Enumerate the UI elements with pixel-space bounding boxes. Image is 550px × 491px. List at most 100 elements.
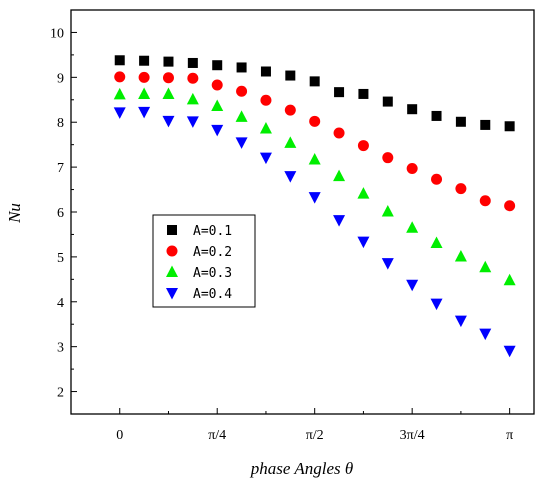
data-point (406, 162, 418, 174)
data-point (235, 110, 248, 122)
data-point (113, 87, 126, 100)
data-point (162, 72, 174, 84)
data-point (479, 195, 491, 207)
data-point (285, 70, 296, 81)
x-tick-label: 3π/4 (400, 428, 425, 443)
data-point (284, 171, 297, 183)
legend-label: A=0.3 (193, 266, 232, 281)
data-point (139, 55, 150, 66)
data-point (357, 187, 370, 199)
data-point (504, 121, 515, 132)
plot-points (113, 55, 516, 358)
data-point (431, 173, 443, 185)
data-point (236, 85, 248, 97)
data-point (162, 87, 175, 99)
legend-label: A=0.2 (193, 245, 232, 260)
data-point (381, 258, 394, 270)
data-point (479, 328, 492, 341)
data-point (113, 107, 126, 119)
legend-label: A=0.4 (193, 287, 232, 302)
data-point (333, 169, 346, 182)
data-point (212, 60, 223, 71)
data-point (333, 215, 346, 227)
y-tick-label: 6 (57, 206, 64, 221)
series-3 (113, 87, 516, 286)
data-point (357, 140, 369, 152)
data-point (382, 96, 393, 107)
data-point (455, 183, 467, 195)
y-tick-label: 10 (50, 26, 64, 41)
data-point (260, 94, 272, 106)
data-point (479, 260, 492, 273)
data-point (235, 137, 248, 149)
y-tick-label: 2 (57, 386, 64, 401)
data-point (284, 104, 296, 116)
data-point (211, 79, 223, 91)
data-point (187, 72, 199, 84)
data-point (260, 66, 271, 77)
data-point (163, 56, 174, 67)
data-point (138, 106, 151, 119)
data-point (333, 127, 345, 139)
data-point (308, 152, 321, 165)
data-point (138, 87, 151, 99)
y-tick-label: 3 (57, 341, 64, 356)
legend: A=0.1 A=0.2 A=0.3 A=0.4 (152, 214, 256, 308)
data-point (406, 221, 419, 233)
x-tick-label: π/2 (306, 428, 324, 443)
data-point (309, 76, 320, 87)
data-point (186, 116, 199, 128)
data-point (430, 236, 443, 248)
data-point (455, 116, 466, 127)
x-tick-label: π/4 (208, 428, 226, 443)
data-point (334, 87, 345, 98)
data-point (211, 124, 224, 137)
data-point (357, 236, 370, 249)
data-point (114, 55, 125, 66)
data-point (407, 104, 418, 115)
data-point (162, 115, 175, 128)
data-point (382, 152, 394, 164)
data-point (503, 273, 516, 286)
data-point (259, 122, 272, 134)
y-axis-title: Nu (5, 203, 24, 224)
data-point (308, 192, 321, 204)
data-point (480, 119, 491, 130)
data-point (358, 88, 369, 99)
y-tick-label: 7 (57, 161, 64, 176)
data-point (186, 92, 199, 105)
legend-marker (167, 225, 177, 235)
series-4 (113, 106, 516, 358)
data-point (309, 115, 321, 127)
legend-label: A=0.1 (193, 224, 232, 239)
data-point (236, 62, 247, 73)
plot-frame (70, 9, 535, 415)
legend-marker (166, 245, 178, 257)
data-point (454, 249, 467, 262)
x-tick-label: π (506, 428, 513, 443)
data-point (381, 205, 394, 217)
data-point (430, 298, 443, 311)
series-1 (114, 55, 515, 132)
x-axis-title: phase Angles θ (250, 459, 353, 478)
data-point (431, 110, 442, 121)
y-tick-label: 8 (57, 116, 64, 131)
data-point (284, 136, 297, 148)
data-point (504, 200, 516, 212)
axes: 2 3 4 5 6 7 8 9 10 0 π/4 π/2 3π/4 π (50, 9, 535, 443)
y-tick-label: 9 (57, 71, 64, 86)
y-tick-label: 4 (57, 296, 64, 311)
data-point (187, 57, 198, 68)
data-point (454, 315, 467, 328)
data-point (503, 345, 516, 358)
data-point (138, 71, 150, 83)
series-2 (114, 71, 516, 212)
y-tick-label: 5 (57, 251, 64, 266)
legend-marker (166, 288, 178, 300)
data-point (406, 279, 419, 292)
data-point (114, 71, 126, 83)
data-point (211, 99, 224, 112)
x-tick-label: 0 (116, 428, 123, 443)
data-point (259, 152, 272, 165)
